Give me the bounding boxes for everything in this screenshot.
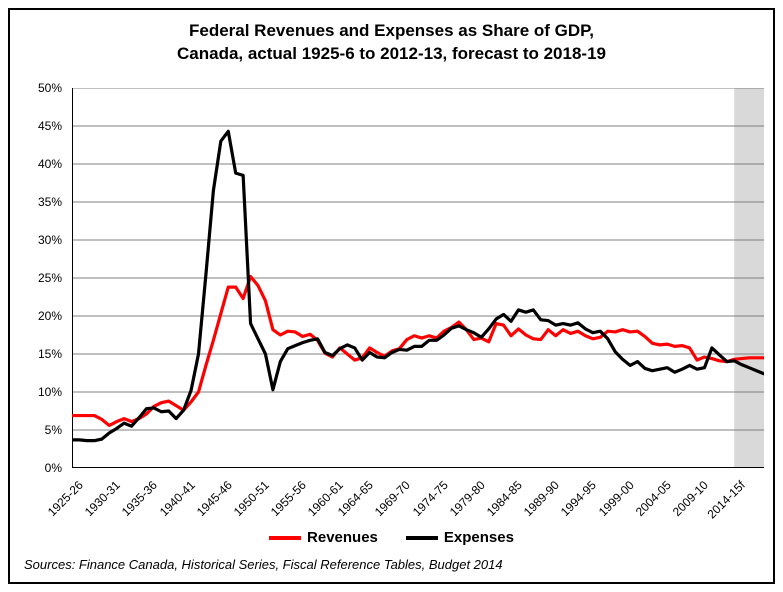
x-tick-label: 1999-00 [595, 478, 636, 519]
y-tick-label: 25% [38, 271, 62, 285]
y-axis-labels: 0%5%10%15%20%25%30%35%40%45%50% [10, 88, 68, 468]
x-tick-label: 1945-46 [194, 478, 235, 519]
plot-area [72, 88, 764, 468]
x-tick-label: 1979-80 [447, 478, 488, 519]
plot-svg [72, 88, 764, 468]
x-tick-label: 1989-90 [521, 478, 562, 519]
title-line-2: Canada, actual 1925-6 to 2012-13, foreca… [177, 44, 606, 63]
legend-item-expenses: Expenses [406, 529, 514, 546]
legend-label: Revenues [307, 529, 378, 546]
y-tick-label: 45% [38, 119, 62, 133]
series-revenues [72, 276, 764, 425]
y-tick-label: 40% [38, 157, 62, 171]
x-tick-label: 1974-75 [409, 478, 450, 519]
y-tick-label: 50% [38, 81, 62, 95]
x-tick-label: 1984-85 [484, 478, 525, 519]
x-tick-label: 2009-10 [670, 478, 711, 519]
legend-label: Expenses [444, 529, 514, 546]
legend-item-revenues: Revenues [269, 529, 378, 546]
y-tick-label: 20% [38, 309, 62, 323]
legend-swatch [269, 536, 301, 540]
title-line-1: Federal Revenues and Expenses as Share o… [189, 21, 594, 40]
y-tick-label: 0% [45, 461, 62, 475]
x-tick-label: 1925-26 [45, 478, 86, 519]
x-tick-label: 1940-41 [156, 478, 197, 519]
x-tick-label: 1935-36 [119, 478, 160, 519]
y-tick-label: 15% [38, 347, 62, 361]
legend-swatch [406, 536, 438, 540]
legend: Revenues Expenses [10, 527, 773, 547]
chart-frame: Federal Revenues and Expenses as Share o… [8, 8, 775, 584]
y-tick-label: 30% [38, 233, 62, 247]
series-expenses [72, 131, 764, 440]
x-tick-label: 1955-56 [268, 478, 309, 519]
y-tick-label: 35% [38, 195, 62, 209]
source-note: Sources: Finance Canada, Historical Seri… [24, 557, 503, 572]
x-tick-label: 1930-31 [82, 478, 123, 519]
chart-title: Federal Revenues and Expenses as Share o… [10, 20, 773, 66]
x-tick-label: 1994-95 [558, 478, 599, 519]
x-tick-label: 1969-70 [372, 478, 413, 519]
x-axis-labels: 1925-261930-311935-361940-411945-461950-… [72, 472, 764, 532]
x-tick-label: 2004-05 [633, 478, 674, 519]
y-tick-label: 10% [38, 385, 62, 399]
x-tick-label: 1950-51 [231, 478, 272, 519]
x-tick-label: 2014-15f [705, 478, 748, 521]
y-tick-label: 5% [45, 423, 62, 437]
